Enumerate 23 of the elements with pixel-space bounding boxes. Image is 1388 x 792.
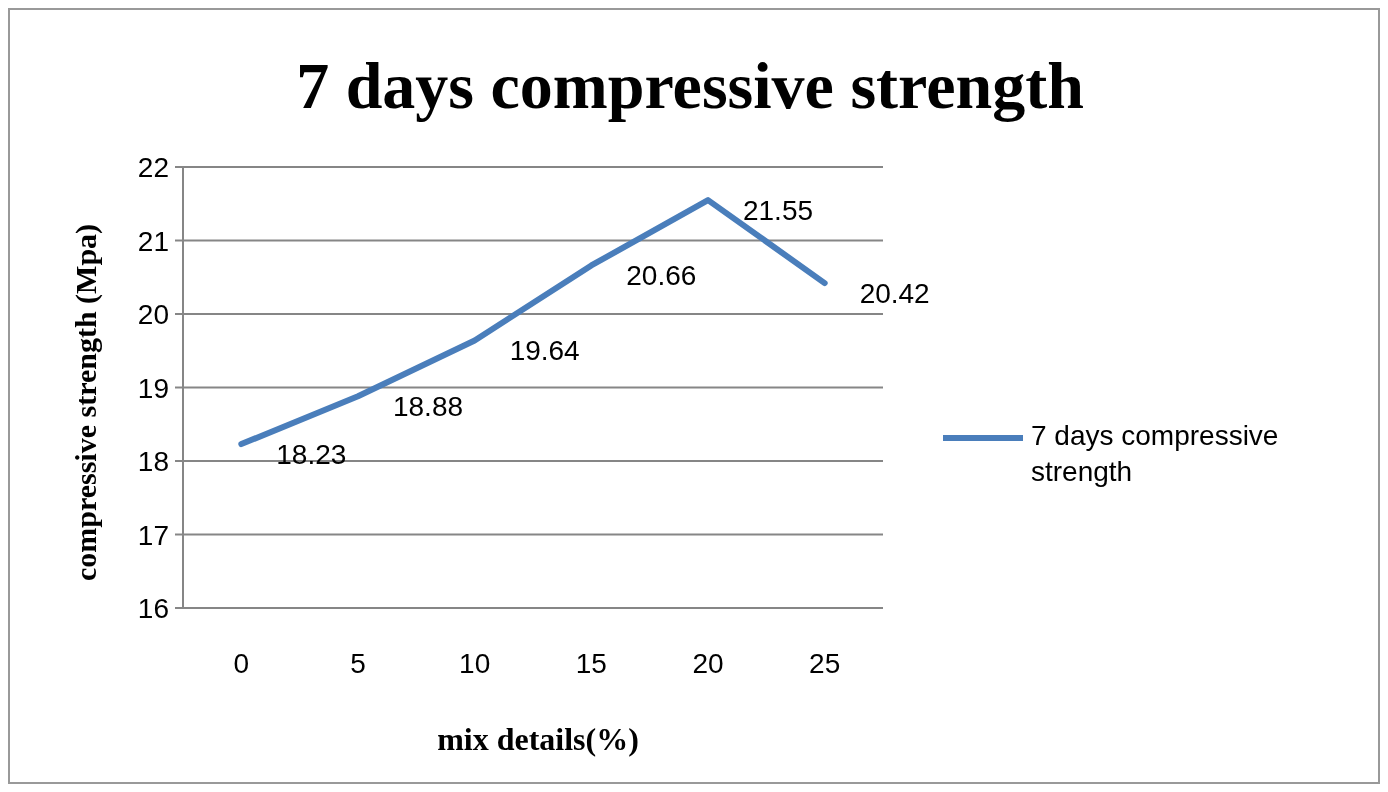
data-label: 18.88 <box>392 391 464 423</box>
x-axis-title: mix details(%) <box>437 721 639 757</box>
data-label: 21.55 <box>742 195 814 227</box>
x-tick-label: 0 <box>233 648 250 679</box>
data-label: 18.23 <box>276 439 347 471</box>
x-tick-label: 10 <box>459 648 491 679</box>
y-tick-label: 18 <box>137 446 169 477</box>
y-tick-label: 17 <box>137 519 169 551</box>
chart-title: 7 days compressive strength <box>296 49 1084 122</box>
x-tick-label: 20 <box>692 648 724 679</box>
legend-label: 7 days compressive strength <box>1031 419 1280 489</box>
data-label: 19.64 <box>509 335 580 367</box>
x-tick-label: 15 <box>575 648 607 679</box>
y-tick-label: 16 <box>137 593 169 624</box>
x-tick-label: 25 <box>809 648 841 679</box>
x-tick-label: 5 <box>350 648 366 679</box>
y-tick-label: 22 <box>137 152 169 183</box>
y-tick-label: 20 <box>137 299 169 330</box>
data-label: 20.66 <box>626 260 697 292</box>
y-axis-title: compressive strength (Mpa) <box>69 223 103 582</box>
y-tick-label: 19 <box>137 372 169 404</box>
y-tick-label: 21 <box>137 225 169 257</box>
data-label: 20.42 <box>859 278 930 310</box>
